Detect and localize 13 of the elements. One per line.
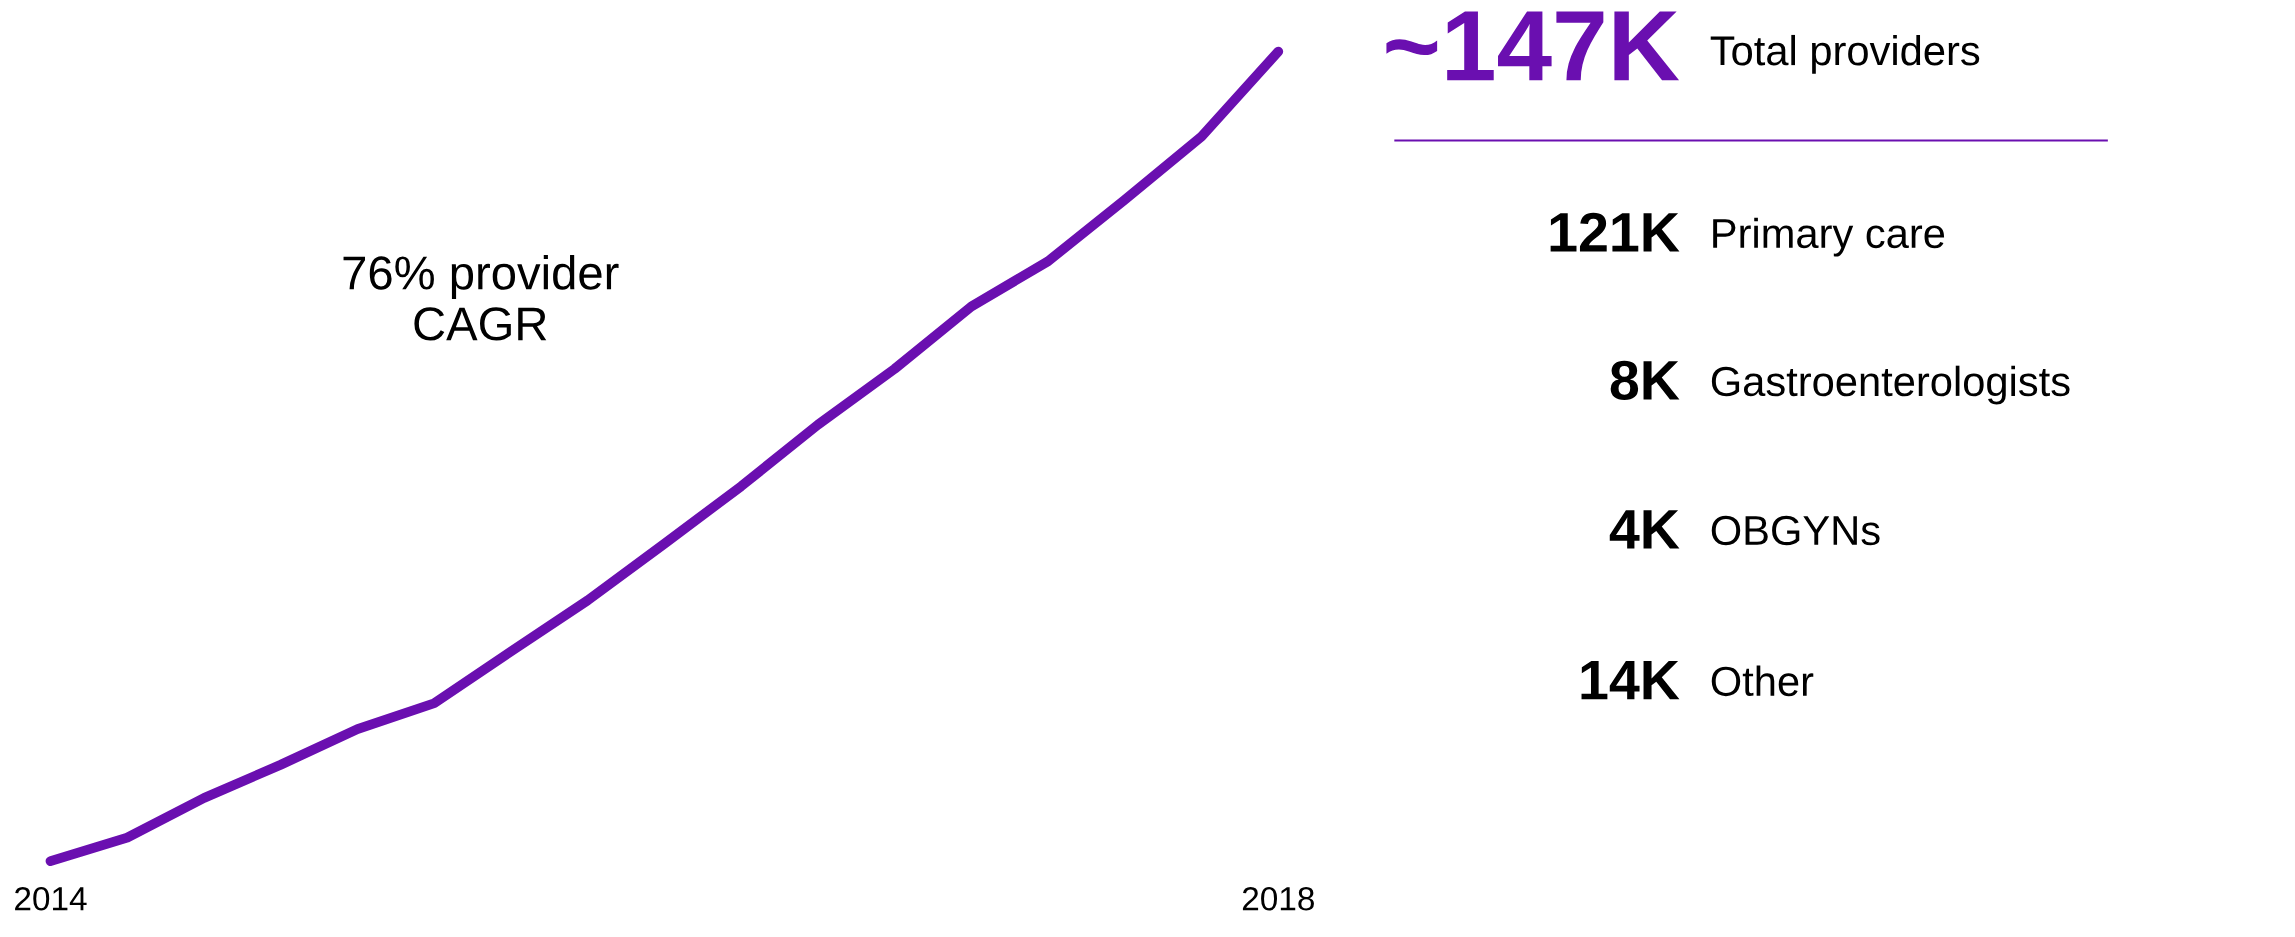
x-tick-label: 2014	[15, 886, 87, 911]
text: Primary care	[1713, 217, 1945, 257]
text: 4K	[1609, 510, 1680, 549]
text: Total providers	[1710, 34, 1980, 74]
annotation: 76% provider CAGR	[343, 255, 619, 341]
text: 121K	[1550, 212, 1680, 252]
text: ~147K	[1386, 11, 1680, 81]
text: 14K	[1581, 661, 1680, 700]
text: OBGYNs	[1711, 515, 1880, 546]
text: Other	[1711, 665, 1814, 697]
text: Gastroenterologists	[1711, 365, 2070, 405]
x-tick-label: 2018	[1242, 886, 1314, 911]
text: 8K	[1610, 360, 1680, 401]
